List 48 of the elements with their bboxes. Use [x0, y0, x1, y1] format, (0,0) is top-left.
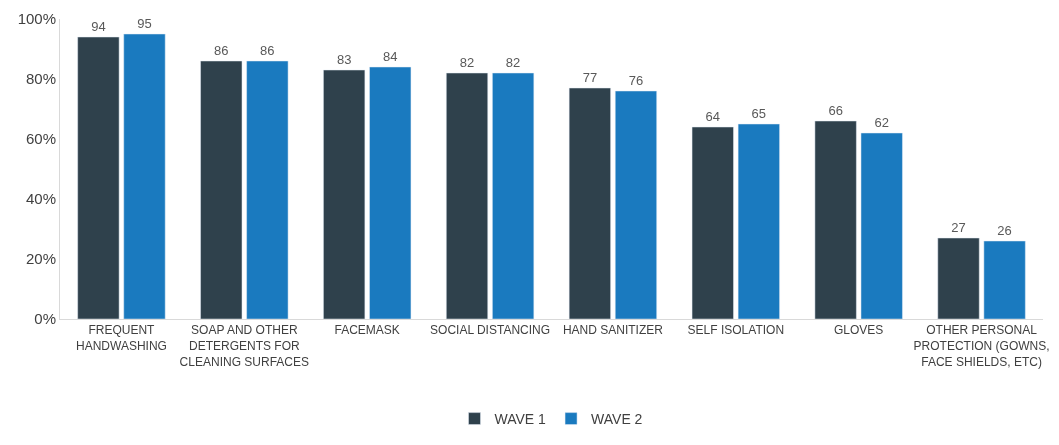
bar [492, 72, 535, 319]
bar [77, 36, 120, 319]
y-tick-label: 80% [25, 70, 56, 88]
data-label: 86 [260, 43, 275, 58]
bar [200, 60, 243, 319]
x-tick-label: FREQUENT HANDWASHING [75, 323, 167, 353]
legend-label: WAVE 2 [591, 411, 643, 428]
x-tick-label: SELF ISOLATION [687, 323, 785, 338]
data-label: 64 [705, 109, 721, 124]
bar [983, 240, 1026, 319]
bar [369, 66, 412, 319]
x-tick-label: SOCIAL DISTANCING [430, 323, 551, 338]
y-tick-label: 60% [25, 130, 56, 148]
data-label: 66 [828, 103, 843, 118]
x-tick-label: SOAP AND OTHER DETERGENTS FOR CLEANING SURFACES [179, 323, 309, 369]
x-tick-label: OTHER PERSONAL PROTECTION (GOWNS, FACE SHIELDS, ETC) [913, 323, 1050, 369]
y-tick-label: 0% [34, 310, 56, 328]
data-label: 82 [505, 55, 521, 70]
data-label: 86 [214, 43, 229, 58]
data-label: 94 [91, 19, 106, 34]
data-label: 65 [751, 106, 767, 121]
x-tick-label: HAND SANITIZER [562, 323, 664, 338]
data-label: 83 [336, 52, 352, 67]
bar [614, 90, 657, 319]
data-label: 84 [382, 49, 398, 64]
y-tick-label: 100% [17, 10, 56, 28]
data-label: 77 [582, 70, 598, 85]
bar [737, 123, 780, 319]
x-tick-label: GLOVES [834, 323, 884, 338]
data-label: 82 [459, 55, 475, 70]
data-label: 62 [874, 115, 889, 130]
bar [568, 87, 611, 319]
data-label: 26 [997, 223, 1012, 238]
bar [446, 72, 489, 319]
bar [323, 69, 366, 319]
y-tick-label: 20% [25, 250, 56, 268]
legend-label: WAVE 1 [494, 411, 547, 428]
bar [937, 237, 980, 319]
bar [814, 120, 857, 319]
bar [860, 132, 903, 319]
data-label: 76 [628, 73, 644, 88]
bar [691, 126, 734, 319]
data-label: 27 [951, 220, 966, 235]
data-label: 95 [137, 16, 152, 31]
x-tick-label: FACEMASK [334, 323, 400, 338]
bar [246, 60, 289, 319]
y-tick-label: 40% [25, 190, 56, 208]
bar [123, 33, 166, 319]
